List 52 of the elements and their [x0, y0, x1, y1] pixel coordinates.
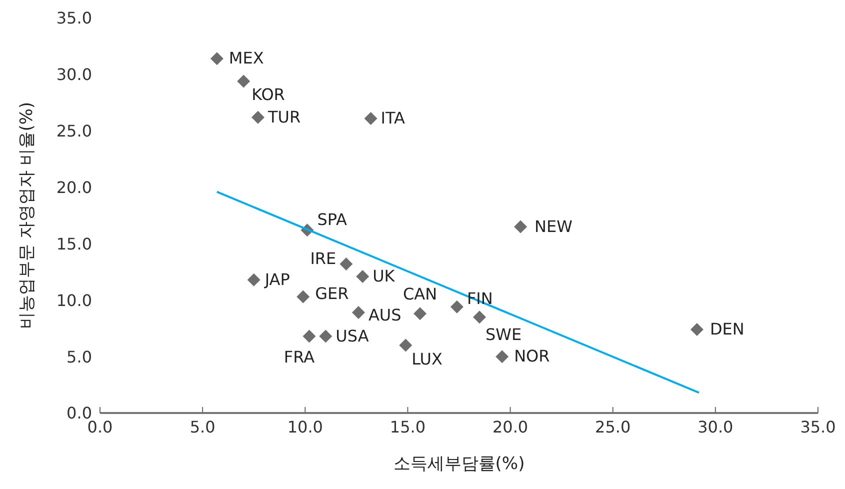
y-tick-label: 15.0 — [56, 234, 92, 254]
y-tick-label: 5.0 — [66, 347, 92, 366]
x-axis-title: 소득세부담률(%) — [393, 454, 525, 474]
point — [450, 300, 464, 314]
point — [399, 338, 412, 352]
point — [251, 110, 264, 124]
point — [364, 112, 378, 125]
annotation: KOR — [252, 85, 285, 104]
point — [514, 220, 528, 234]
point — [496, 350, 509, 364]
point — [352, 306, 365, 320]
point — [690, 322, 704, 336]
annotation: DEN — [710, 319, 744, 338]
annotation: NOR — [514, 346, 550, 366]
y-tick-label: 30.0 — [56, 65, 92, 84]
annotation: CAN — [402, 284, 438, 304]
annotation: MEX — [228, 48, 264, 68]
y-axis-title: 비농업부문 자영업자 비율(%) — [17, 102, 38, 330]
point — [356, 270, 370, 283]
x-tick-label: 35.0 — [800, 417, 836, 436]
x-tick-label: 30.0 — [698, 417, 734, 436]
x-tick-label: 25.0 — [595, 417, 631, 436]
point — [210, 52, 224, 66]
x-tick-label: 10.0 — [287, 417, 323, 436]
annotation: SPA — [317, 210, 347, 230]
annotation: IRE — [310, 249, 336, 268]
annotation: USA — [336, 326, 369, 346]
y-tick-label: 20.0 — [56, 178, 92, 197]
y-tick-label: 10.0 — [56, 290, 92, 310]
annotation: LUX — [412, 349, 442, 368]
annotation: GER — [315, 284, 349, 303]
annotation: FRA — [284, 347, 315, 366]
annotation: JAP — [264, 270, 290, 289]
point — [247, 273, 260, 286]
annotation: AUS — [368, 306, 402, 325]
annotation: NEW — [534, 216, 573, 236]
x-tick-label: 15.0 — [390, 417, 426, 436]
annotation: UK — [372, 266, 396, 286]
y-tick-label: 35.0 — [56, 8, 92, 28]
point — [237, 74, 250, 88]
point — [414, 307, 427, 320]
annotation: SWE — [486, 325, 522, 344]
point — [296, 290, 310, 304]
annotation: ITA — [380, 108, 406, 128]
point — [340, 258, 353, 271]
point — [302, 330, 316, 343]
point — [319, 330, 332, 343]
annotation: TUR — [266, 107, 301, 126]
y-tick-label: 25.0 — [56, 122, 92, 141]
x-tick-label: 5.0 — [190, 417, 216, 436]
x-tick-label: 20.0 — [492, 417, 528, 436]
point — [473, 310, 486, 324]
